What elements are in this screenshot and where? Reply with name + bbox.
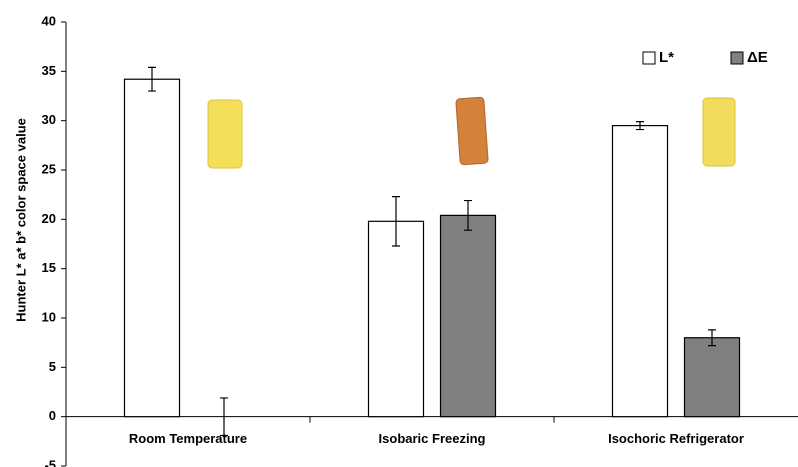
y-tick-label: 25 [42,161,56,176]
y-tick-label: 40 [42,13,56,28]
bar [125,79,180,416]
y-tick-label: 35 [42,63,56,78]
y-tick-label: 5 [49,359,56,374]
chart: Hunter L* a* b* color space value -5 0 5 10… [0,0,798,467]
y-tick-label: 15 [42,260,56,275]
legend-label: L* [659,49,674,66]
bar [369,221,424,416]
y-axis-label: Hunter L* a* b* color space value [13,118,28,322]
x-tick-label: Room Temperature [129,431,247,446]
y-tick-label: -5 [44,457,56,467]
bar [613,126,668,417]
y-tick-label: 30 [42,112,56,127]
y-tick-label: 20 [42,211,56,226]
x-tick-label: Isobaric Freezing [379,431,486,446]
y-tick-label: 10 [42,309,56,324]
legend-swatch [731,52,743,64]
bar [685,338,740,417]
x-tick-label: Isochoric Refrigerator [608,431,744,446]
cheese-sample [456,97,489,165]
cheese-sample [703,98,735,166]
y-tick-label: 0 [49,408,56,423]
legend-swatch [643,52,655,64]
bar [441,215,496,416]
cheese-sample [208,100,242,168]
legend-label: ΔE [747,49,768,66]
